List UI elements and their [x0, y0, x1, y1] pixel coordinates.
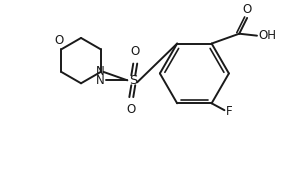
Text: O: O [55, 34, 64, 47]
Text: O: O [243, 3, 252, 16]
Text: OH: OH [258, 29, 276, 42]
Text: F: F [226, 105, 232, 118]
Text: O: O [131, 45, 140, 58]
Text: S: S [129, 74, 137, 87]
Text: N: N [96, 74, 105, 87]
Text: O: O [127, 103, 136, 116]
Text: N: N [96, 66, 105, 78]
